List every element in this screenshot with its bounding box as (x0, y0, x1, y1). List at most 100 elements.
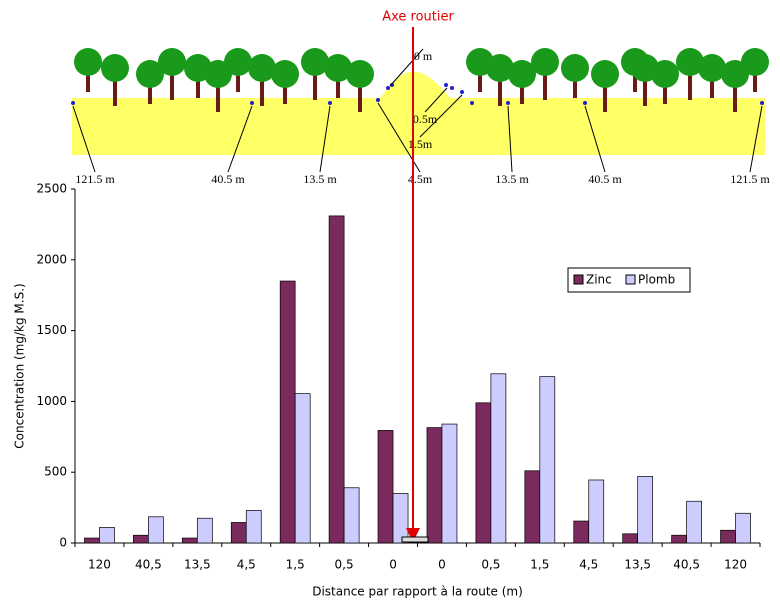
bar (245, 510, 262, 544)
bar (686, 500, 702, 544)
tree-trunk (520, 74, 524, 104)
tree-crown (324, 54, 352, 82)
x-tick-label: 13,5 (624, 558, 651, 572)
tree-trunk (358, 74, 362, 112)
tree-trunk (336, 68, 340, 98)
bar (99, 527, 115, 544)
bar (426, 427, 443, 544)
legend-swatch (573, 274, 584, 285)
tree-trunk (196, 68, 200, 98)
tree-trunk (688, 62, 692, 100)
tree-crown (741, 48, 769, 76)
bar (735, 512, 751, 544)
tree-crown (74, 48, 102, 76)
sample-point (583, 101, 587, 105)
tree-trunk (663, 74, 667, 104)
x-tick-label: 4,5 (237, 558, 256, 572)
bar (230, 522, 247, 544)
distance-label: 121.5 m (75, 172, 115, 186)
bar (441, 423, 458, 544)
tree-trunk (148, 74, 152, 104)
y-axis-label: Concentration (mg/kg M.S.) (13, 283, 27, 448)
y-tick-label: 2500 (36, 182, 67, 196)
sample-point (386, 86, 390, 90)
y-tick-label: 0 (59, 536, 67, 550)
tree-trunk (216, 74, 220, 112)
bar (133, 534, 149, 544)
distance-label: 40.5 m (211, 172, 245, 186)
tree-trunk (753, 62, 757, 92)
bar (490, 373, 507, 544)
tree-crown (346, 60, 374, 88)
road-label: Axe routier (382, 10, 454, 25)
tree-crown (301, 48, 329, 76)
sample-point (376, 98, 380, 102)
pointer-arrow (389, 48, 424, 87)
x-tick-label: 0 (438, 558, 446, 572)
tree-trunk (283, 74, 287, 104)
tree-trunk (498, 68, 502, 106)
sample-point (71, 101, 75, 105)
pointer-arrow (227, 105, 253, 173)
distance-label: 121.5 m (730, 172, 770, 186)
tree-trunk (643, 68, 647, 106)
bar (637, 476, 654, 544)
sample-point (760, 101, 764, 105)
bar (343, 487, 360, 544)
tree-trunk (260, 68, 264, 106)
x-tick-label: 0,5 (335, 558, 354, 572)
y-tick-label: 1500 (36, 323, 67, 337)
tree-crown (271, 60, 299, 88)
sample-point (460, 90, 464, 94)
tree-trunk (710, 68, 714, 98)
bar (84, 537, 100, 544)
tree-trunk (573, 68, 577, 98)
tree-crown (676, 48, 704, 76)
tree-crown (698, 54, 726, 82)
bar (588, 479, 605, 544)
tree-trunk (86, 62, 90, 92)
pointer-arrow (419, 94, 463, 138)
bar (573, 520, 590, 544)
distance-label: 4.5m (408, 172, 433, 186)
y-tick-label: 500 (44, 465, 67, 479)
bar (181, 537, 198, 544)
tree-crown (561, 54, 589, 82)
x-axis-label: Distance par rapport à la route (m) (312, 585, 523, 599)
sample-point (444, 83, 448, 87)
tree-crown (248, 54, 276, 82)
x-tick-label: 120 (88, 558, 111, 572)
tree-crown (531, 48, 559, 76)
sample-point (328, 101, 332, 105)
bar (475, 402, 492, 544)
pointer-arrow (319, 105, 331, 173)
x-tick-label: 40,5 (135, 558, 162, 572)
bar (294, 393, 311, 544)
bar (196, 517, 213, 544)
bar (671, 534, 687, 544)
bar (279, 280, 296, 544)
pointer-arrow (72, 105, 96, 173)
x-tick-label: 4,5 (579, 558, 598, 572)
distance-label: 40.5 m (588, 172, 622, 186)
sample-point (390, 83, 394, 87)
distance-label: 13.5 m (303, 172, 337, 186)
distance-label: 1.5m (408, 137, 433, 151)
legend-label: Plomb (638, 273, 675, 287)
bar (524, 470, 541, 544)
bar (720, 529, 736, 544)
legend-label: Zinc (586, 273, 612, 287)
pointer-arrow (749, 105, 763, 173)
tree-crown (508, 60, 536, 88)
tree-trunk (603, 74, 607, 112)
bar (392, 493, 409, 544)
pointer-arrow (507, 105, 513, 173)
tree-crown (591, 60, 619, 88)
x-tick-label: 13,5 (184, 558, 211, 572)
tree-crown (486, 54, 514, 82)
bar (148, 516, 164, 544)
legend-swatch (625, 274, 636, 285)
x-tick-label: 1,5 (286, 558, 305, 572)
distance-label: 0 m (414, 49, 433, 63)
